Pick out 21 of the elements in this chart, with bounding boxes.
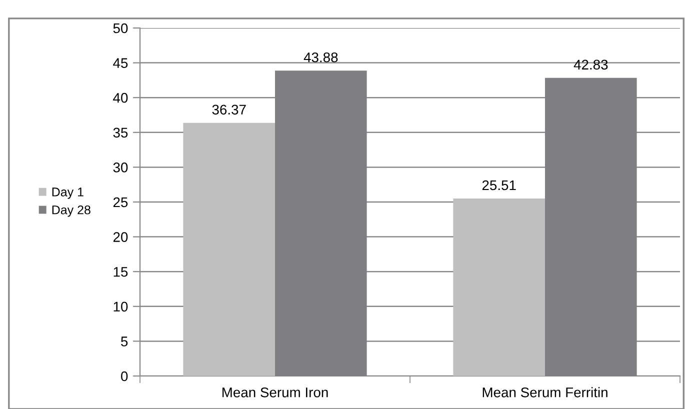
y-tick-label: 5	[121, 336, 128, 346]
data-label: 25.51	[482, 180, 516, 190]
y-tick-label: 10	[114, 302, 128, 312]
bar	[183, 122, 275, 376]
data-label: 42.83	[574, 60, 608, 70]
y-tick-label: 20	[113, 232, 128, 242]
legend-label: Day 28	[52, 205, 90, 217]
y-tick-label: 50	[113, 23, 128, 34]
legend-label: Day 1	[52, 188, 84, 199]
data-label: 36.37	[212, 104, 246, 115]
bar	[453, 198, 545, 376]
y-tick-label: 0	[121, 371, 128, 382]
y-tick-label: 15	[114, 267, 128, 277]
y-tick-label: 40	[113, 92, 128, 103]
y-tick-label: 35	[113, 128, 128, 138]
x-tick-label: Mean Serum Ferritin	[482, 387, 608, 398]
x-tick-label: Mean Serum Iron	[222, 387, 328, 398]
y-tick-label: 30	[113, 162, 128, 172]
y-tick-label: 25	[113, 197, 128, 208]
data-label: 43.88	[304, 52, 338, 62]
y-tick-label: 45	[113, 58, 128, 68]
